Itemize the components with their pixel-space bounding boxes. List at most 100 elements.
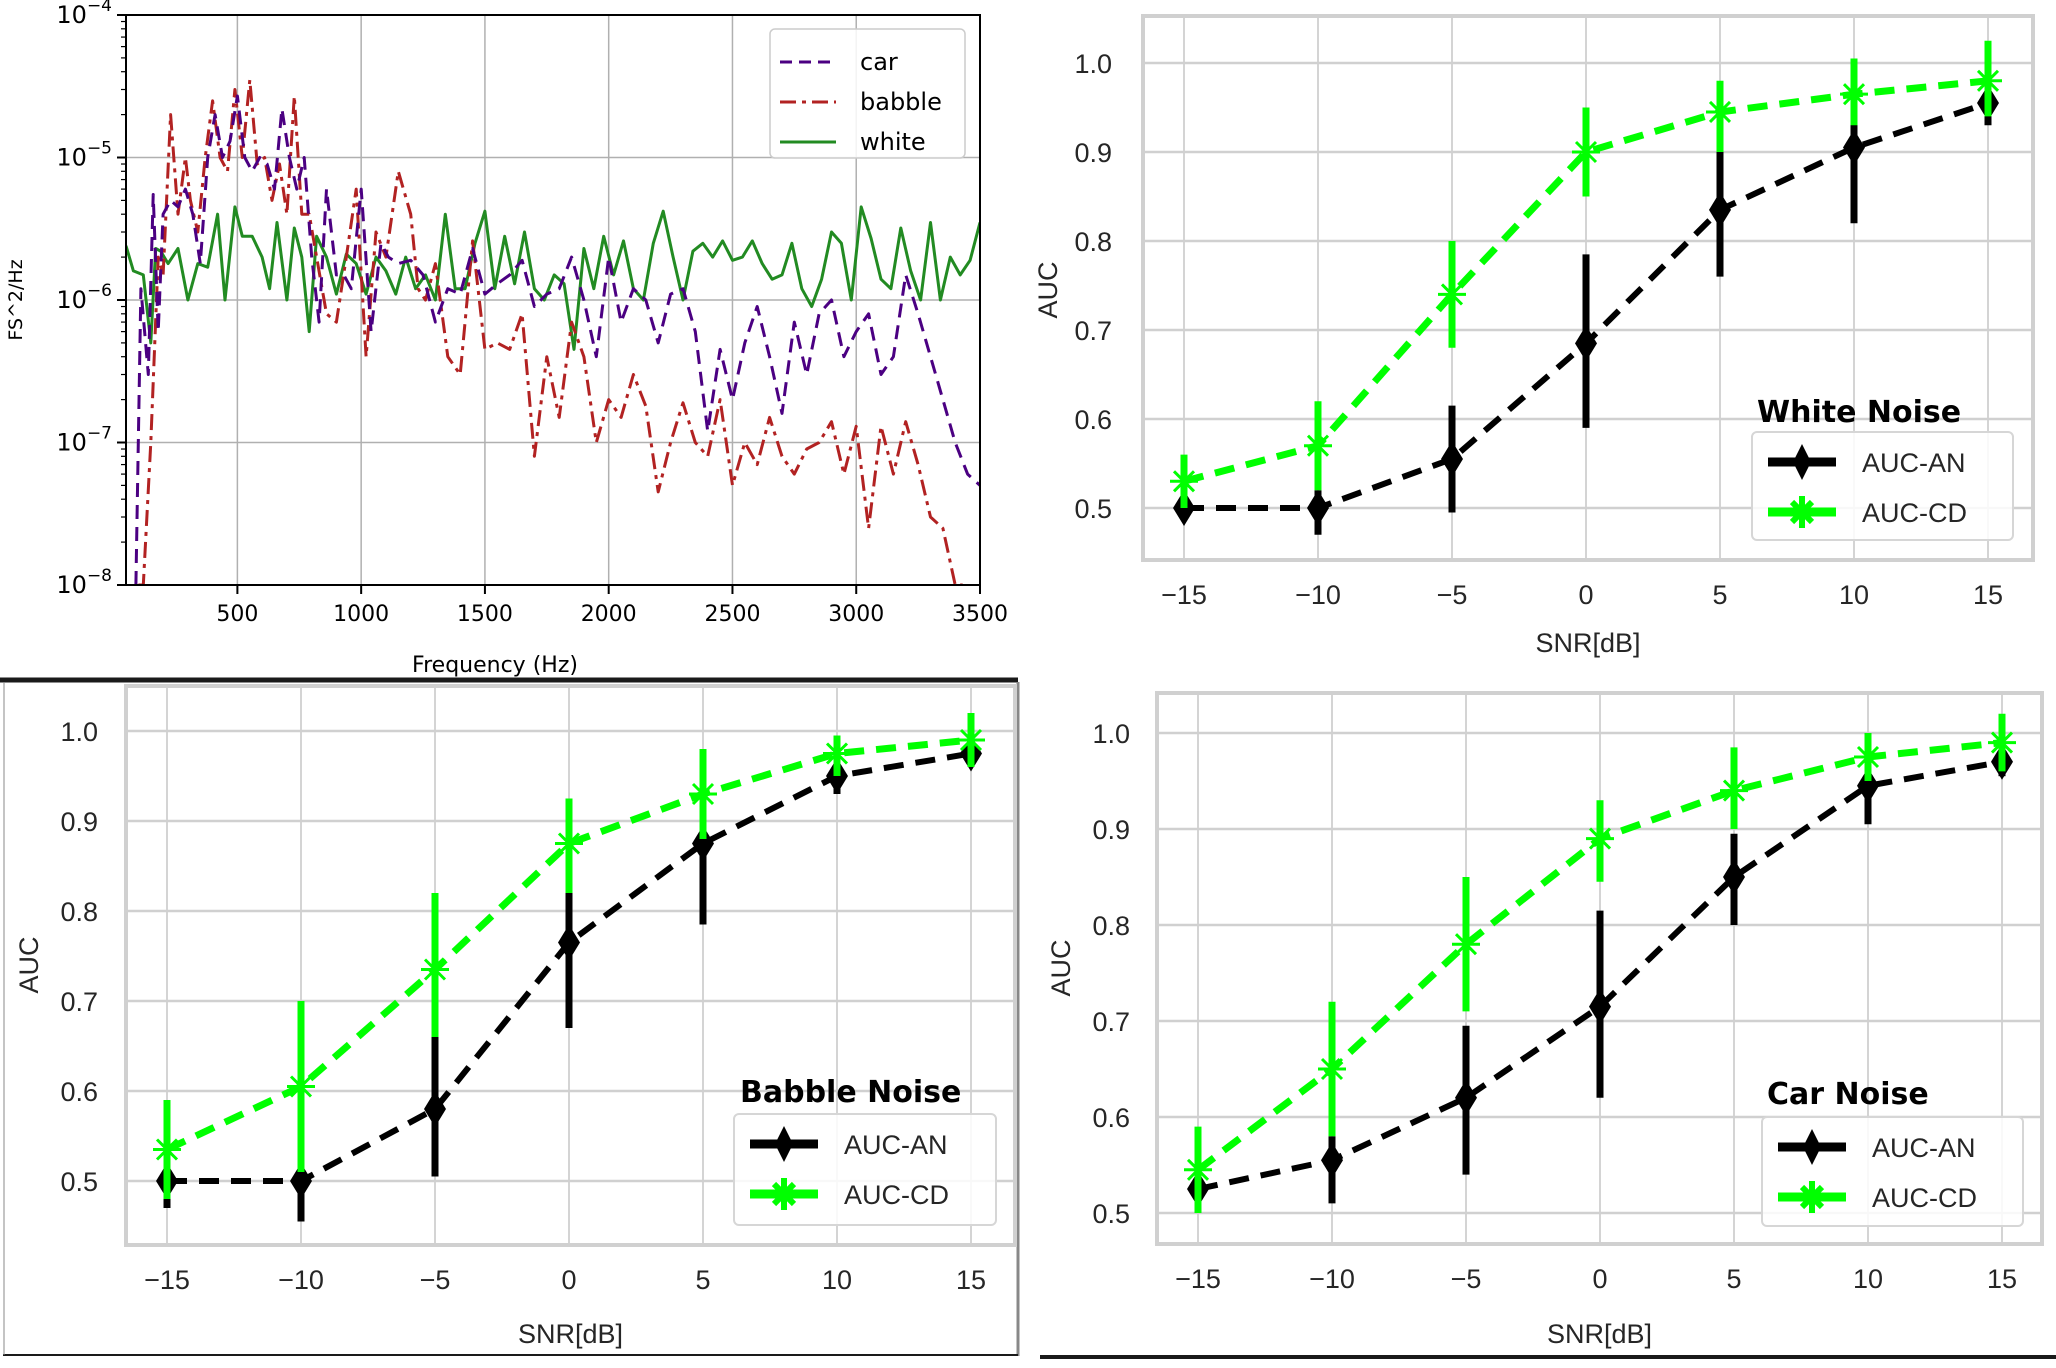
xtick-label: −10 [278, 1265, 324, 1295]
auc-an-point [1455, 1079, 1477, 1116]
psd-ytick-label: 10−5 [56, 139, 112, 172]
auc-cd-point [1438, 280, 1466, 309]
auc-cd-point [1988, 728, 2016, 757]
legend-swatch-auc-an-marker [775, 1126, 793, 1162]
car-noise-chart: −15 −10 −5 0 5 10 15 0.5 0.6 0.7 0.8 0.9 1.0 SNR[dB] A… [1046, 691, 2044, 1349]
ytick-label: 0.9 [1092, 815, 1130, 845]
xtick-label: 5 [1726, 1264, 1741, 1294]
ytick-label: 1.0 [1092, 719, 1130, 749]
legend-label-auc-cd: AUC-CD [1862, 498, 1967, 528]
auc-cd-point [1840, 80, 1868, 109]
psd-legend-label-car: car [860, 48, 898, 76]
auc-cd-point [1572, 138, 1600, 166]
ytick-label: 1.0 [60, 717, 98, 747]
psd-ytick-base: 10 [56, 571, 87, 599]
psd-ytick-exponent: −6 [87, 281, 112, 301]
psd-xtick-label: 1000 [333, 602, 389, 627]
xtick-label: −5 [420, 1265, 451, 1295]
psd-ytick-label: 10−8 [56, 566, 112, 599]
xtick-label: 15 [1973, 580, 2003, 610]
auc-cd-point [1184, 1155, 1212, 1184]
auc-cd-point [555, 829, 583, 858]
xtick-label: 0 [561, 1265, 576, 1295]
auc-cd-point [421, 955, 449, 984]
psd-legend-label-white: white [860, 128, 926, 156]
auc-cd-point [1318, 1055, 1346, 1083]
psd-ytick-base: 10 [56, 144, 87, 172]
auc-an-point [1307, 490, 1329, 526]
ytick-label: 1.0 [1074, 49, 1112, 79]
psd-legend: car babble white [769, 28, 966, 159]
psd-xtick-label: 2500 [704, 602, 760, 627]
legend-title: Car Noise [1767, 1077, 1929, 1112]
legend-label-auc-an: AUC-AN [844, 1130, 948, 1160]
xtick-label: 10 [1853, 1264, 1883, 1294]
psd-xtick-label: 2000 [581, 602, 637, 627]
ytick-label: 0.5 [60, 1167, 98, 1197]
psd-series-babble [138, 78, 963, 585]
auc-cd-point [1452, 930, 1480, 959]
auc-an-point [1441, 441, 1463, 478]
auc-an-point [1843, 129, 1865, 166]
psd-ytick-label: 10−7 [56, 424, 112, 457]
legend-title: Babble Noise [740, 1075, 961, 1110]
auc-an-point [558, 924, 580, 961]
x-axis-label: SNR[dB] [518, 1319, 623, 1349]
xtick-label: −5 [1451, 1264, 1482, 1294]
y-axis-label: AUC [1046, 939, 1076, 996]
ytick-label: 0.8 [60, 897, 98, 927]
auc-cd-point [1974, 66, 2002, 95]
xtick-label: −10 [1309, 1264, 1355, 1294]
ytick-label: 0.6 [1074, 405, 1112, 435]
auc-an-point [290, 1163, 312, 1199]
auc-an-point [1589, 988, 1611, 1025]
xtick-label: −10 [1295, 580, 1341, 610]
y-axis-label: AUC [1033, 261, 1063, 318]
xtick-label: −15 [1175, 1264, 1221, 1294]
ytick-label: 0.5 [1092, 1199, 1130, 1229]
legend-label-auc-an: AUC-AN [1872, 1133, 1976, 1163]
psd-ytick-exponent: −4 [87, 0, 112, 16]
legend-label-auc-cd: AUC-CD [844, 1180, 949, 1210]
psd-ytick-label: 10−6 [56, 281, 112, 314]
auc-cd-point [1706, 97, 1734, 126]
psd-lines [126, 78, 980, 585]
ytick-label: 0.9 [1074, 138, 1112, 168]
xtick-label: 5 [1712, 580, 1727, 610]
auc-cd-point [957, 726, 985, 754]
psd-legend-label-babble: babble [860, 88, 942, 116]
psd-ytick-exponent: −8 [87, 566, 112, 586]
ytick-label: 0.8 [1092, 911, 1130, 941]
ytick-label: 0.9 [60, 807, 98, 837]
psd-series-car [134, 94, 980, 585]
auc-an-point [1709, 191, 1731, 228]
auc-cd-point [1720, 776, 1748, 805]
legend-swatch-auc-cd-marker [1789, 496, 1815, 528]
legend-title: White Noise [1757, 395, 1961, 430]
psd-ytick-exponent: −7 [87, 424, 112, 444]
xtick-label: 0 [1592, 1264, 1607, 1294]
psd-xlabel: Frequency (Hz) [412, 653, 578, 678]
ytick-label: 0.8 [1074, 227, 1112, 257]
auc-an-point [1857, 767, 1879, 804]
ytick-label: 0.6 [1092, 1103, 1130, 1133]
ytick-label: 0.5 [1074, 494, 1112, 524]
psd-ytick-base: 10 [56, 1, 87, 29]
y-axis-label: AUC [14, 936, 44, 993]
legend-swatch-auc-cd-marker [771, 1178, 797, 1210]
legend-swatch-auc-an-marker [1793, 444, 1811, 480]
xtick-label: −15 [144, 1265, 190, 1295]
auc-cd-point [823, 739, 851, 768]
auc-an-point [1321, 1142, 1343, 1179]
auc-an-point [1723, 859, 1745, 895]
ytick-label: 0.7 [1092, 1007, 1130, 1037]
auc-cd-point [153, 1135, 181, 1164]
psd-ytick-exponent: −5 [87, 139, 112, 159]
xtick-label: 10 [1839, 580, 1869, 610]
auc-cd-point [1854, 743, 1882, 771]
xtick-label: 10 [822, 1265, 852, 1295]
babble-noise-chart: −15 −10 −5 0 5 10 15 0.5 0.6 0.7 0.8 0.9 1.0 SNR[dB] A… [14, 684, 1017, 1349]
psd-xtick-label: 500 [216, 602, 258, 627]
xtick-label: −5 [1437, 580, 1468, 610]
